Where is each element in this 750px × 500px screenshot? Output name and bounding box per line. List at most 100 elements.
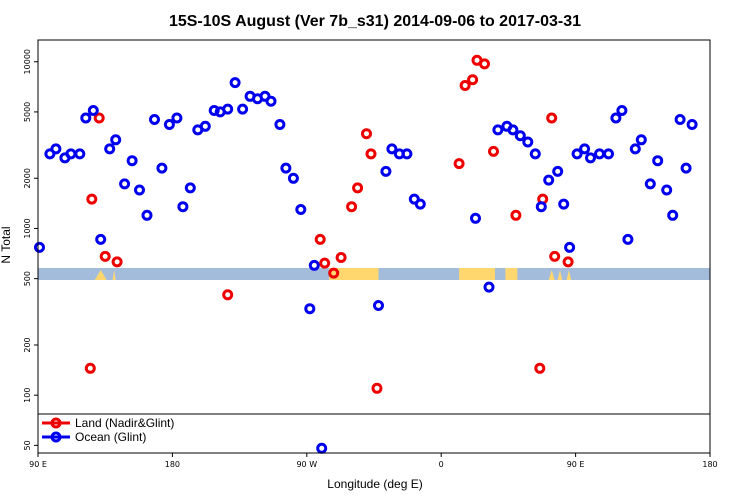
ocean-point-33 [280, 162, 292, 174]
land-point-25 [549, 250, 561, 262]
ocean-point-35 [295, 204, 307, 215]
ocean-point-9 [104, 143, 116, 155]
ocean-point-22 [199, 120, 211, 132]
ocean-point-31 [265, 95, 277, 107]
ocean-point-64 [610, 112, 622, 124]
ocean-point-7 [87, 105, 99, 116]
ocean-point-27 [237, 103, 249, 115]
ocean-point-36 [304, 303, 316, 315]
ocean-point-2 [50, 143, 62, 155]
ocean-point-26 [229, 77, 241, 89]
ocean-point-62 [594, 148, 605, 160]
ocean-point-34 [287, 172, 299, 184]
ocean-point-17 [163, 119, 175, 130]
land-point-10 [346, 201, 358, 213]
land-point-22 [534, 362, 546, 374]
land-point-15 [453, 158, 465, 170]
x-axis: 90 E 180 90 W 0 90 E 180 [29, 453, 718, 469]
ocean-point-19 [177, 201, 189, 213]
ocean-point-66 [622, 233, 634, 245]
ocean-point-23 [208, 105, 220, 116]
x-tick-label-1: 180 [165, 460, 180, 469]
land-point-21 [510, 209, 522, 221]
x-tick-label-0: 90 E [29, 460, 47, 469]
y-axis: 50 100 200 500 1000 2000 5000 10000 [23, 49, 38, 450]
land-point-11 [352, 182, 364, 194]
land-point-1 [86, 193, 98, 205]
x-tick-label-4: 90 E [567, 460, 585, 469]
land-point-20 [488, 145, 499, 157]
ocean-point-47 [483, 281, 495, 293]
ocean-point-15 [149, 114, 160, 125]
ocean-point-13 [134, 184, 145, 196]
ocean-point-20 [184, 182, 196, 194]
ocean-point-0 [34, 241, 45, 253]
ocean-point-39 [373, 300, 384, 311]
y-tick-label-6: 5000 [23, 102, 32, 122]
ocean-point-68 [635, 134, 647, 146]
ocean-point-52 [522, 136, 534, 148]
legend-ocean-marker [50, 431, 62, 443]
ocean-point-25 [222, 103, 234, 115]
ocean-point-51 [514, 130, 526, 142]
ocean-point-41 [386, 143, 398, 155]
band-land [459, 268, 495, 280]
ocean-point-60 [579, 143, 591, 155]
y-tick-label-2: 200 [23, 337, 32, 352]
land-point-12 [361, 128, 372, 140]
legend-land-marker [50, 417, 62, 429]
ocean-point-59 [571, 148, 583, 160]
x-axis-label: Longitude (deg E) [327, 477, 422, 491]
y-tick-label-4: 1000 [23, 218, 32, 238]
land-point-3 [99, 250, 111, 262]
plot-frame [37, 39, 711, 454]
ocean-point-55 [543, 174, 555, 186]
y-tick-label-0: 50 [23, 440, 32, 450]
x-tick-label-2: 90 W [296, 460, 317, 469]
ocean-point-14 [141, 209, 153, 221]
ocean-point-12 [126, 155, 138, 167]
land-ocean-band [38, 268, 710, 280]
ocean-point-43 [401, 148, 413, 160]
land-point-26 [562, 256, 574, 268]
x-tick-label-5: 180 [702, 460, 717, 469]
land-point-7 [319, 257, 331, 269]
land-point-4 [111, 256, 123, 268]
ocean-point-56 [552, 165, 564, 177]
ocean-point-11 [119, 178, 131, 190]
land-point-16 [459, 80, 471, 91]
band-island [566, 270, 572, 280]
ocean-point-40 [380, 165, 392, 177]
band-island [94, 270, 107, 280]
ocean-point-32 [274, 119, 286, 130]
legend-land-label: Land (Nadir&Glint) [75, 416, 174, 430]
ocean-point-6 [80, 112, 92, 124]
land-point-0 [84, 362, 96, 374]
ocean-point-53 [529, 148, 541, 160]
ocean-point-72 [667, 209, 679, 221]
band-island [557, 270, 563, 280]
ocean-point-69 [644, 178, 656, 190]
band-island [548, 270, 555, 280]
y-tick-label-1: 100 [23, 388, 32, 403]
ocean-point-75 [686, 119, 698, 130]
legend: Land (Nadir&Glint)Ocean (Glint) [38, 413, 710, 444]
chart-title: 15S-10S August (Ver 7b_s31) 2014-09-06 t… [169, 13, 581, 30]
land-point-19 [479, 58, 490, 70]
y-axis-label: N Total [0, 226, 13, 263]
ocean-point-63 [603, 148, 614, 160]
ocean-point-57 [558, 198, 570, 210]
y-tick-label-3: 500 [23, 271, 32, 286]
ocean-point-65 [616, 105, 628, 116]
band-land [329, 268, 379, 280]
ocean-point-37 [308, 259, 320, 271]
ocean-point-58 [564, 241, 576, 253]
ocean-point-74 [680, 162, 692, 174]
y-tick-label-5: 2000 [23, 168, 32, 188]
land-point-8 [328, 267, 340, 279]
ocean-point-5 [74, 148, 86, 160]
ocean-point-10 [110, 134, 122, 146]
ocean-point-48 [492, 124, 504, 136]
land-point-24 [546, 112, 558, 124]
